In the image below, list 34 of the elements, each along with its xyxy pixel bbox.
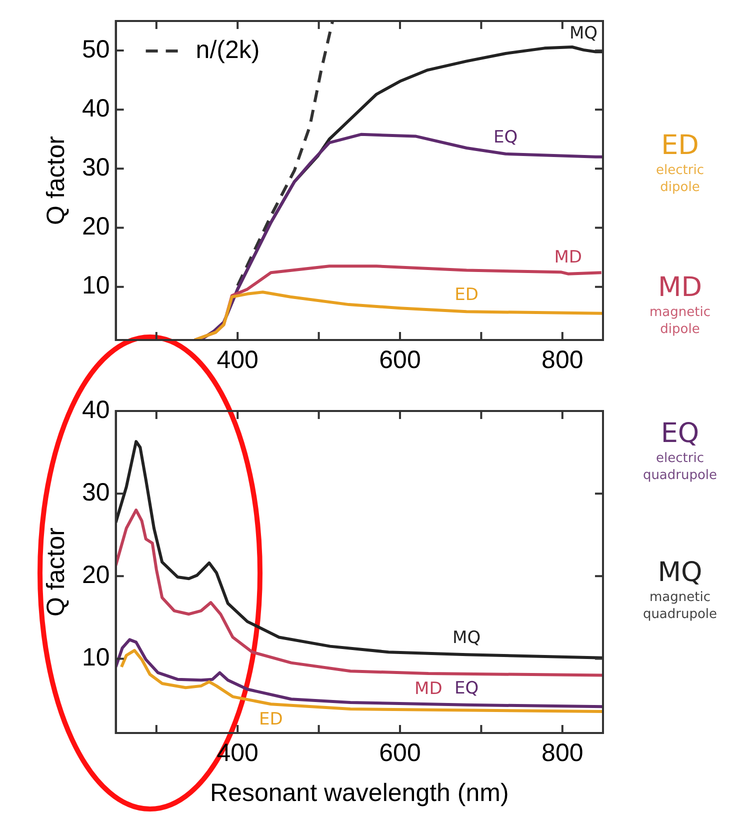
annotation: EQ	[454, 678, 479, 698]
x-axis-title: Resonant wavelength (nm)	[210, 778, 509, 807]
category-label: ED	[660, 130, 700, 162]
category-label: MD	[656, 272, 704, 304]
legend-label: n/(2k)	[196, 36, 260, 64]
y-axis-title: Q factor	[42, 136, 70, 225]
annotation: ED	[454, 285, 479, 306]
x-tick-label: 400	[216, 346, 258, 374]
y-tick-label: 20	[82, 212, 110, 241]
annotation: MD	[414, 678, 442, 699]
y-axis-title: Q factor	[42, 528, 70, 616]
y-tick-label: 30	[82, 478, 110, 506]
x-tick-label: 600	[379, 346, 421, 374]
y-tick-label: 30	[82, 154, 110, 182]
annotation: MD	[554, 247, 582, 268]
annotation: EQ	[494, 127, 518, 148]
y-tick-label: 10	[82, 272, 110, 300]
y-tick-label: 40	[82, 396, 110, 424]
x-tick-label: 800	[542, 346, 584, 374]
text: magnetic dipole	[648, 304, 712, 338]
annotation: MQ	[569, 23, 598, 44]
category-label: EQ	[660, 418, 700, 450]
annotation: ED	[258, 710, 283, 730]
text: electric dipole	[655, 162, 705, 196]
category-label: MQ	[656, 557, 704, 589]
y-tick-label: 50	[82, 35, 110, 64]
x-tick-label: 600	[379, 738, 421, 767]
y-tick-label: 10	[82, 644, 110, 672]
y-tick-label: 40	[82, 94, 110, 122]
annotation: MQ	[452, 628, 481, 648]
x-tick-label: 800	[542, 738, 584, 767]
y-tick-label: 20	[82, 561, 110, 590]
text: magnetic quadrupole	[642, 589, 718, 623]
text: electric quadrupole	[642, 450, 718, 484]
